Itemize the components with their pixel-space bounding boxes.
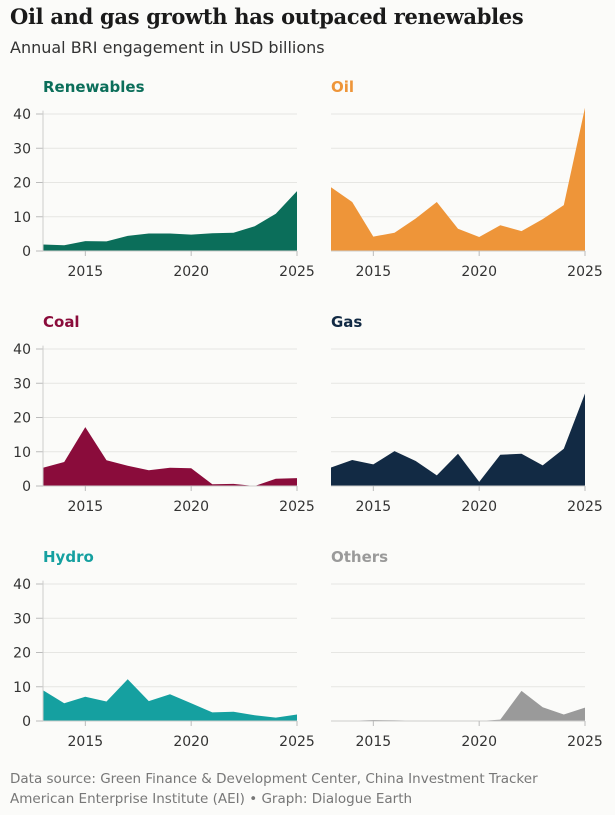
x-tick-label: 2025 [567, 499, 603, 515]
panel-title-others: Others [331, 548, 389, 566]
x-tick-label: 2015 [68, 499, 104, 515]
x-tick-label: 2025 [279, 499, 315, 515]
source-line-2: American Enterprise Institute (AEI) • Gr… [10, 791, 413, 807]
x-tick-label: 2020 [461, 734, 497, 750]
chart-subtitle: Annual BRI engagement in USD billions [10, 38, 325, 57]
area-oil [331, 107, 585, 251]
y-tick-label: 0 [22, 714, 31, 730]
panel-title-gas: Gas [331, 313, 363, 331]
area-gas [331, 393, 585, 486]
y-tick-label: 40 [13, 107, 31, 123]
x-tick-label: 2020 [461, 499, 497, 515]
x-tick-label: 2015 [356, 499, 392, 515]
x-tick-label: 2020 [173, 499, 209, 515]
y-tick-label: 40 [13, 577, 31, 593]
x-tick-label: 2025 [279, 734, 315, 750]
panel-title-coal: Coal [43, 313, 80, 331]
x-tick-label: 2025 [567, 734, 603, 750]
chart-title: Oil and gas growth has outpaced renewabl… [10, 4, 524, 29]
y-tick-label: 10 [13, 680, 31, 696]
y-tick-label: 20 [13, 646, 31, 662]
x-tick-label: 2025 [279, 264, 315, 280]
x-tick-label: 2015 [68, 734, 104, 750]
y-tick-label: 30 [13, 376, 31, 392]
panel-title-renewables: Renewables [43, 78, 145, 96]
y-tick-label: 40 [13, 342, 31, 358]
x-tick-label: 2015 [356, 264, 392, 280]
x-tick-label: 2015 [356, 734, 392, 750]
y-tick-label: 0 [22, 244, 31, 260]
x-tick-label: 2020 [173, 734, 209, 750]
x-tick-label: 2015 [68, 264, 104, 280]
y-tick-label: 20 [13, 176, 31, 192]
y-tick-label: 20 [13, 411, 31, 427]
y-tick-label: 30 [13, 611, 31, 627]
y-tick-label: 10 [13, 210, 31, 226]
panel-title-oil: Oil [331, 78, 355, 96]
area-renewables [43, 191, 297, 251]
x-tick-label: 2025 [567, 264, 603, 280]
x-tick-label: 2020 [173, 264, 209, 280]
source-note: Data source: Green Finance & Development… [10, 769, 538, 809]
source-line-1: Data source: Green Finance & Development… [10, 771, 538, 787]
area-hydro [43, 679, 297, 721]
area-others [331, 690, 585, 721]
y-tick-label: 0 [22, 479, 31, 495]
y-tick-label: 10 [13, 445, 31, 461]
y-tick-label: 30 [13, 141, 31, 157]
x-tick-label: 2020 [461, 264, 497, 280]
panel-title-hydro: Hydro [43, 548, 94, 566]
area-coal [43, 427, 297, 486]
